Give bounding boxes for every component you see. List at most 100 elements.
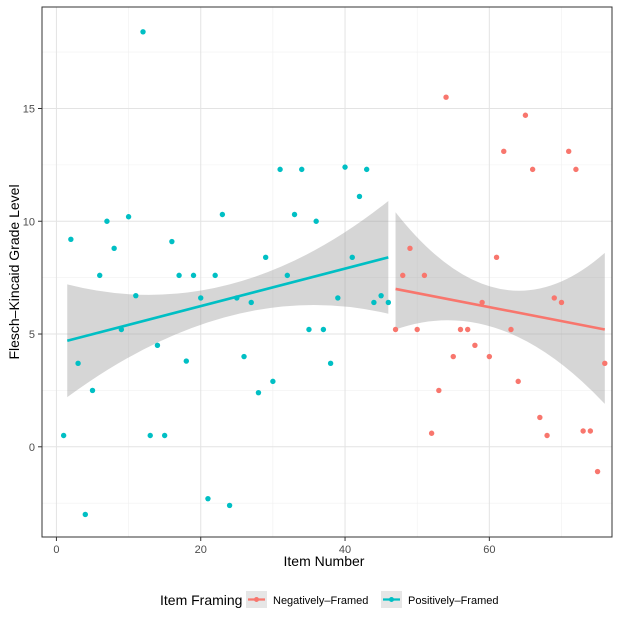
point-positive	[385, 299, 392, 306]
legend-item-negative: Negatively–Framed	[246, 591, 368, 608]
point-negative	[414, 326, 420, 333]
point-negative	[501, 148, 507, 155]
point-positive	[320, 326, 327, 333]
point-negative	[515, 378, 521, 385]
point-positive	[183, 358, 190, 364]
point-positive	[226, 502, 233, 509]
point-negative	[450, 353, 456, 360]
panel-border	[41, 6, 613, 538]
legend-title: Item Framing	[160, 592, 242, 608]
point-positive	[176, 272, 182, 279]
point-positive	[60, 432, 67, 439]
point-negative	[594, 468, 601, 475]
point-negative	[464, 326, 471, 333]
point-positive	[284, 272, 291, 279]
x-tick-label: 20	[195, 544, 207, 556]
point-negative	[436, 387, 442, 394]
x-axis-label: Item Number	[284, 553, 365, 569]
y-tick-label: 0	[29, 442, 35, 454]
legend-item-positive: Positively–Framed	[381, 591, 498, 608]
legend-key-positive-point	[389, 597, 394, 602]
point-positive	[82, 511, 88, 518]
point-negative	[558, 299, 565, 306]
point-positive	[342, 164, 348, 170]
legend-key-negative-point	[254, 597, 259, 602]
trend-line-positive	[66, 256, 389, 343]
point-positive	[277, 166, 283, 173]
point-negative	[573, 166, 579, 173]
point-negative	[407, 245, 413, 252]
point-negative	[544, 432, 550, 439]
point-positive	[241, 353, 247, 360]
point-positive	[378, 292, 384, 299]
point-positive	[125, 214, 132, 220]
point-positive	[89, 387, 96, 394]
point-positive	[75, 360, 81, 367]
point-negative	[486, 353, 493, 360]
x-tick-label: 0	[53, 544, 59, 556]
point-positive	[299, 166, 305, 173]
point-negative	[428, 430, 435, 436]
point-negative	[522, 112, 529, 118]
legend-label-negative: Negatively–Framed	[273, 595, 368, 607]
point-positive	[169, 238, 175, 245]
point-positive	[205, 495, 211, 502]
point-negative	[421, 272, 428, 279]
y-tick-label: 15	[23, 103, 35, 115]
point-positive	[140, 29, 146, 35]
point-positive	[262, 254, 269, 261]
point-negative	[400, 272, 406, 279]
point-positive	[104, 218, 110, 224]
point-positive	[270, 378, 276, 385]
legend: Item Framing Negatively–Framed Positivel…	[160, 591, 498, 608]
point-positive	[219, 211, 226, 218]
y-tick-label: 5	[29, 329, 35, 341]
data-points	[60, 29, 608, 518]
point-positive	[68, 236, 74, 242]
point-positive	[327, 360, 334, 367]
point-positive	[133, 292, 139, 299]
point-positive	[349, 254, 355, 261]
point-positive	[161, 432, 168, 439]
point-negative	[551, 295, 557, 301]
point-negative	[587, 428, 594, 434]
point-positive	[97, 272, 103, 279]
point-negative	[493, 254, 500, 261]
point-positive	[356, 193, 363, 200]
x-tick-label: 40	[339, 544, 351, 556]
point-positive	[190, 272, 197, 279]
legend-label-positive: Positively–Framed	[408, 595, 498, 607]
trend-lines	[66, 256, 606, 343]
trend-line-negative	[395, 287, 606, 331]
x-tick-label: 60	[483, 544, 495, 556]
point-positive	[147, 432, 153, 439]
point-positive	[212, 272, 218, 279]
point-negative	[472, 342, 478, 348]
point-negative	[529, 166, 536, 173]
point-positive	[154, 342, 161, 348]
point-positive	[248, 299, 254, 306]
point-negative	[566, 148, 572, 155]
y-axis-label: Flesch–Kincaid Grade Level	[6, 184, 22, 359]
point-negative	[392, 326, 399, 333]
point-negative	[443, 94, 449, 100]
point-negative	[580, 428, 586, 434]
axes: 0 20 40 60 0 5 10 15	[23, 6, 613, 556]
y-tick-label: 10	[23, 216, 35, 228]
point-negative	[602, 360, 608, 367]
point-positive	[291, 211, 298, 218]
point-positive	[313, 218, 319, 224]
point-negative	[457, 326, 464, 333]
point-negative	[508, 326, 514, 333]
point-positive	[306, 326, 312, 333]
point-positive	[335, 295, 341, 301]
point-negative	[479, 299, 485, 306]
point-positive	[371, 299, 377, 306]
point-positive	[363, 166, 370, 173]
point-positive	[198, 295, 204, 301]
point-positive	[255, 389, 262, 396]
point-positive	[111, 245, 117, 252]
point-negative	[537, 414, 543, 421]
